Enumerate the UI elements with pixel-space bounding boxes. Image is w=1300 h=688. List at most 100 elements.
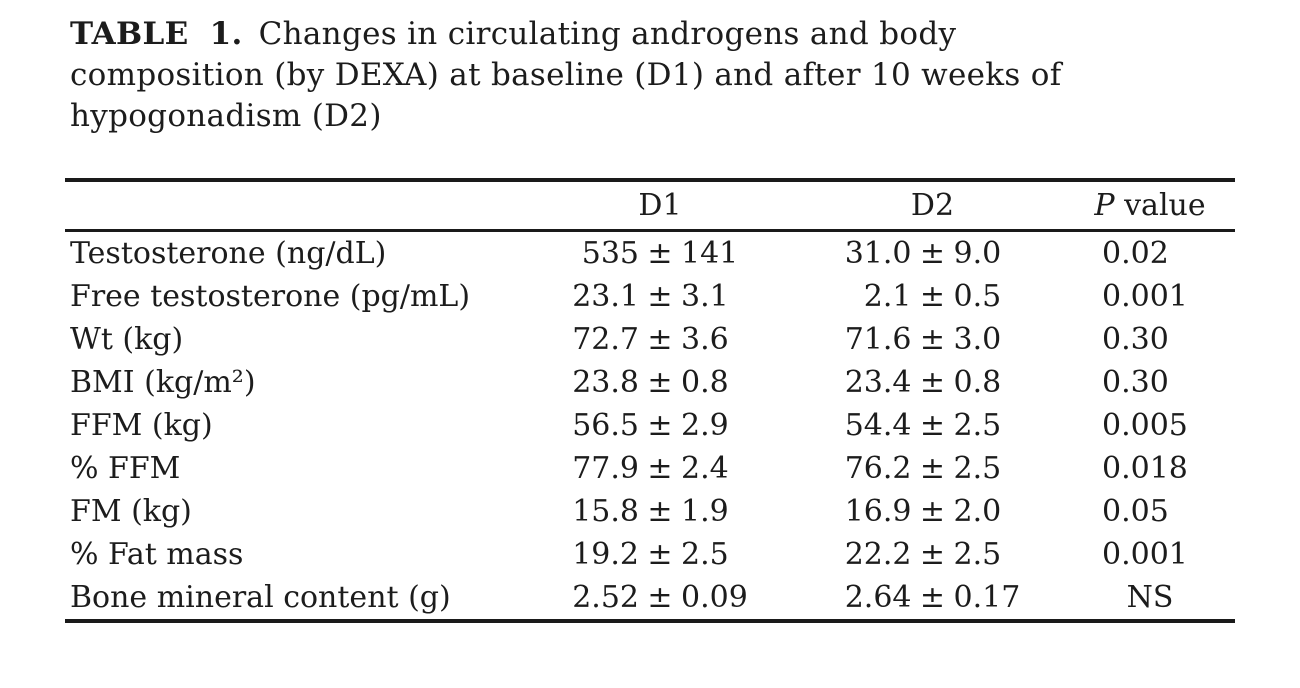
row-label: FFM (kg) — [70, 407, 213, 443]
plus-minus-sign: ± — [919, 579, 946, 615]
header-d2: D2 — [910, 187, 955, 223]
d2-sd: 0.17 — [953, 579, 1021, 615]
d1-mean: 535 — [581, 235, 639, 271]
p-value-cell: 0.30 — [1065, 361, 1235, 404]
d2-mean: 71.6 — [844, 321, 912, 357]
d2-sd: 2.5 — [953, 407, 1002, 443]
plus-minus-sign: ± — [647, 579, 673, 615]
d1-mean: 2.52 — [572, 579, 639, 615]
p-value: 0.005 — [1102, 407, 1188, 443]
p-value-cell: 0.30 — [1065, 318, 1235, 361]
p-value-cell: 0.001 — [1065, 533, 1235, 576]
p-value-cell: NS — [1065, 576, 1235, 621]
table-row: FFM (kg) 56.5 ±2.9 54.4 ±2.5 0.005 — [65, 404, 1235, 447]
row-label: FM (kg) — [70, 493, 192, 529]
table-row: BMI (kg/m²) 23.8 ±0.8 23.4 ±0.8 0.30 — [65, 361, 1235, 404]
caption-line-2: composition (by DEXA) at baseline (D1) a… — [70, 57, 1062, 93]
d1-cell: 15.8 ±1.9 — [520, 490, 800, 533]
d1-sd: 3.1 — [681, 278, 729, 314]
d1-cell: 77.9 ±2.4 — [520, 447, 800, 490]
plus-minus-sign: ± — [647, 235, 673, 271]
plus-minus-sign: ± — [919, 407, 946, 443]
plus-minus-sign: ± — [919, 536, 946, 572]
table-caption: TABLE 1. Changes in circulating androgens… — [70, 14, 1061, 137]
p-value: 0.018 — [1102, 450, 1188, 486]
d2-cell: 22.2 ±2.5 — [800, 533, 1065, 576]
d2-mean: 76.2 — [844, 450, 912, 486]
d2-cell: 54.4 ±2.5 — [800, 404, 1065, 447]
d1-cell: 2.52 ±0.09 — [520, 576, 800, 621]
p-value: 0.02 — [1102, 235, 1169, 271]
plus-minus-sign: ± — [647, 407, 673, 443]
d2-cell: 31.0 ±9.0 — [800, 230, 1065, 275]
table-number-label: TABLE 1. — [70, 16, 243, 52]
row-label: Testosterone (ng/dL) — [70, 235, 387, 271]
plus-minus-sign: ± — [647, 278, 673, 314]
table-row: FM (kg) 15.8 ±1.9 16.9 ±2.0 0.05 — [65, 490, 1235, 533]
d2-mean: 22.2 — [844, 536, 912, 572]
row-label: Bone mineral content (g) — [70, 579, 451, 615]
p-value-cell: 0.005 — [1065, 404, 1235, 447]
d1-sd: 1.9 — [681, 493, 729, 529]
header-p-value: P value — [1065, 180, 1235, 230]
d1-mean: 23.1 — [572, 278, 639, 314]
p-value: 0.30 — [1102, 364, 1169, 400]
d1-cell: 19.2 ±2.5 — [520, 533, 800, 576]
header-d1: D1 — [638, 187, 682, 223]
plus-minus-sign: ± — [919, 364, 946, 400]
d1-sd: 2.9 — [681, 407, 729, 443]
d2-cell: 2.1 ±0.5 — [800, 275, 1065, 318]
d1-sd: 0.8 — [681, 364, 729, 400]
plus-minus-sign: ± — [647, 364, 673, 400]
d2-mean: 54.4 — [844, 407, 912, 443]
d2-mean: 2.1 — [863, 278, 912, 314]
table-row: Testosterone (ng/dL) 535 ±141 31.0 ±9.0 0.… — [65, 230, 1235, 275]
d1-mean: 77.9 — [572, 450, 639, 486]
d2-cell: 16.9 ±2.0 — [800, 490, 1065, 533]
d1-cell: 23.8 ±0.8 — [520, 361, 800, 404]
plus-minus-sign: ± — [919, 321, 946, 357]
row-label: Wt (kg) — [70, 321, 184, 357]
d1-sd: 0.09 — [681, 579, 748, 615]
table-row: Free testosterone (pg/mL) 23.1 ±3.1 2.1 ±0… — [65, 275, 1235, 318]
row-label: BMI (kg/m²) — [70, 364, 256, 400]
plus-minus-sign: ± — [647, 321, 673, 357]
table-body: Testosterone (ng/dL) 535 ±141 31.0 ±9.0 0.… — [65, 230, 1235, 621]
d2-cell: 23.4 ±0.8 — [800, 361, 1065, 404]
d1-sd: 141 — [681, 235, 739, 271]
d1-cell: 72.7 ±3.6 — [520, 318, 800, 361]
d1-mean: 23.8 — [572, 364, 639, 400]
d2-mean: 31.0 — [844, 235, 912, 271]
p-value-cell: 0.001 — [1065, 275, 1235, 318]
plus-minus-sign: ± — [919, 450, 946, 486]
d2-mean: 23.4 — [844, 364, 912, 400]
table-row: % FFM 77.9 ±2.4 76.2 ±2.5 0.018 — [65, 447, 1235, 490]
p-italic: P — [1094, 187, 1115, 223]
d2-cell: 71.6 ±3.0 — [800, 318, 1065, 361]
d2-sd: 3.0 — [953, 321, 1002, 357]
p-value: 0.05 — [1102, 493, 1169, 529]
d2-sd: 0.8 — [953, 364, 1002, 400]
d1-mean: 72.7 — [572, 321, 639, 357]
data-table: D1 D2 P value Testosterone (ng/dL) 535 ±1… — [65, 178, 1235, 623]
d2-sd: 2.5 — [953, 450, 1002, 486]
d2-sd: 2.5 — [953, 536, 1002, 572]
caption-line-1: TABLE 1. Changes in circulating androgens… — [70, 14, 1061, 55]
plus-minus-sign: ± — [647, 450, 673, 486]
table-row: Bone mineral content (g) 2.52 ±0.09 2.64 ±… — [65, 576, 1235, 621]
d1-sd: 2.5 — [681, 536, 729, 572]
table-row: % Fat mass 19.2 ±2.5 22.2 ±2.5 0.001 — [65, 533, 1235, 576]
d2-cell: 2.64 ±0.17 — [800, 576, 1065, 621]
d1-mean: 15.8 — [572, 493, 639, 529]
table-header: D1 D2 P value — [65, 180, 1235, 230]
row-label: % Fat mass — [70, 536, 244, 572]
caption-line-3: hypogonadism (D2) — [70, 98, 382, 134]
plus-minus-sign: ± — [919, 278, 946, 314]
d1-cell: 56.5 ±2.9 — [520, 404, 800, 447]
d1-mean: 19.2 — [572, 536, 639, 572]
d2-sd: 0.5 — [953, 278, 1002, 314]
table-row: Wt (kg) 72.7 ±3.6 71.6 ±3.0 0.30 — [65, 318, 1235, 361]
p-value: 0.001 — [1102, 278, 1188, 314]
p-value-cell: 0.018 — [1065, 447, 1235, 490]
